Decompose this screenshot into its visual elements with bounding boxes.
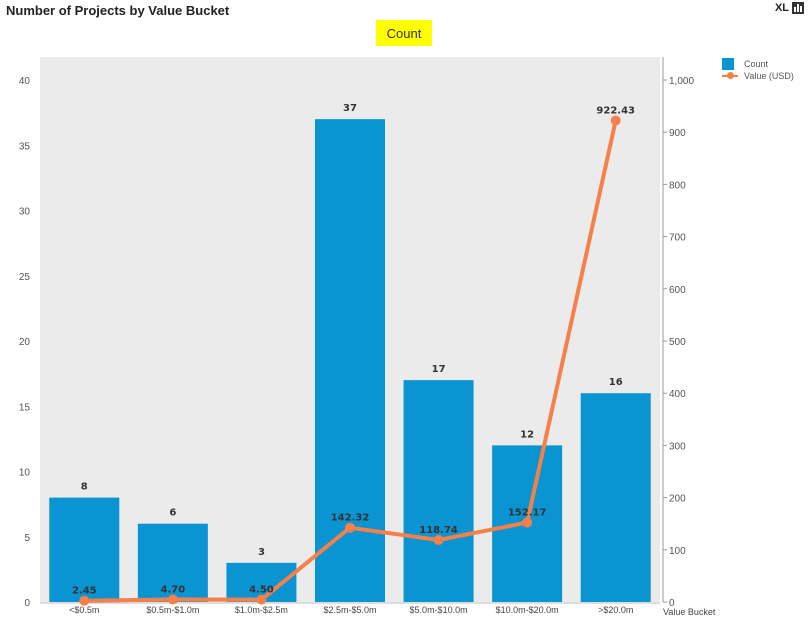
left-axis-tick-label: 5 bbox=[24, 533, 30, 544]
value-data-label: 152.17 bbox=[508, 508, 547, 519]
value-data-label: 118.74 bbox=[419, 525, 458, 536]
highlight-count-label: Count bbox=[376, 20, 432, 46]
left-axis-tick-label: 40 bbox=[19, 76, 31, 87]
right-axis-tick-label: 0 bbox=[669, 598, 675, 609]
category-label: <$0.5m bbox=[69, 605, 99, 615]
category-label: >$20.0m bbox=[598, 605, 633, 615]
right-axis-tick-label: 100 bbox=[669, 546, 686, 557]
left-axis-tick-label: 25 bbox=[19, 272, 31, 283]
legend-label-count: Count bbox=[744, 59, 769, 69]
bar-value-label: 17 bbox=[432, 364, 446, 375]
value-data-label: 922.43 bbox=[596, 105, 635, 116]
bar-count[interactable] bbox=[580, 393, 651, 602]
bar-value-label: 16 bbox=[609, 377, 623, 388]
value-point[interactable] bbox=[345, 522, 355, 533]
legend-item-value[interactable]: Value (USD) bbox=[722, 70, 794, 82]
value-point[interactable] bbox=[522, 517, 533, 528]
bar-value-label: 3 bbox=[258, 547, 265, 558]
right-axis-tick-label: 400 bbox=[669, 389, 686, 400]
value-point[interactable] bbox=[433, 535, 444, 546]
bar-value-label: 37 bbox=[343, 103, 357, 114]
bar-value-label: 12 bbox=[520, 429, 534, 440]
left-axis-tick-label: 0 bbox=[24, 598, 30, 609]
value-point[interactable] bbox=[167, 594, 178, 605]
value-data-label: 4.50 bbox=[249, 585, 274, 596]
right-axis-tick-label: 200 bbox=[669, 494, 686, 505]
chart-toolbar: XL bbox=[775, 2, 804, 14]
value-data-label: 142.32 bbox=[331, 513, 370, 524]
left-axis-tick-label: 35 bbox=[19, 141, 31, 152]
value-data-label: 4.70 bbox=[161, 585, 186, 596]
x-axis-title: Value Bucket bbox=[663, 607, 716, 617]
right-axis-tick-label: 800 bbox=[669, 180, 686, 191]
bar-count[interactable] bbox=[49, 497, 120, 602]
left-axis-tick-label: 10 bbox=[19, 468, 31, 479]
export-xl-button[interactable]: XL bbox=[774, 2, 789, 14]
right-axis-tick-label: 600 bbox=[669, 285, 686, 296]
bar-value-label: 6 bbox=[169, 508, 176, 519]
category-label: $5.0m-$10.0m bbox=[410, 605, 468, 615]
category-label: $0.5m-$1.0m bbox=[146, 605, 199, 615]
bar-count[interactable] bbox=[403, 380, 474, 602]
value-data-label: 2.45 bbox=[72, 586, 97, 597]
legend-label-value: Value (USD) bbox=[744, 71, 794, 81]
bar-count[interactable] bbox=[315, 119, 385, 603]
right-axis-tick-label: 700 bbox=[669, 233, 686, 244]
category-label: $10.0m-$20.0m bbox=[496, 605, 559, 615]
left-axis-tick-label: 30 bbox=[19, 207, 31, 218]
bar-count[interactable] bbox=[137, 523, 208, 602]
value-point[interactable] bbox=[79, 595, 90, 606]
chart-title: Number of Projects by Value Bucket bbox=[6, 3, 230, 18]
category-label: $2.5m-$5.0m bbox=[323, 605, 376, 615]
right-axis-tick-label: 900 bbox=[669, 128, 686, 139]
value-point[interactable] bbox=[256, 594, 267, 605]
right-axis-tick-label: 300 bbox=[669, 441, 686, 452]
chart-legend: Count Value (USD) bbox=[722, 58, 794, 82]
bar-value-label: 8 bbox=[81, 482, 88, 493]
right-axis-tick-label: 1,000 bbox=[669, 76, 694, 87]
legend-swatch-value bbox=[722, 72, 738, 79]
legend-swatch-count bbox=[722, 58, 734, 70]
bar-chart-icon[interactable] bbox=[792, 2, 804, 14]
value-point[interactable] bbox=[610, 115, 621, 126]
legend-item-count[interactable]: Count bbox=[722, 58, 794, 70]
left-axis-tick-label: 20 bbox=[19, 337, 31, 348]
right-axis-tick-label: 500 bbox=[669, 337, 686, 348]
left-axis-tick-label: 15 bbox=[19, 402, 31, 413]
category-label: $1.0m-$2.5m bbox=[235, 605, 288, 615]
